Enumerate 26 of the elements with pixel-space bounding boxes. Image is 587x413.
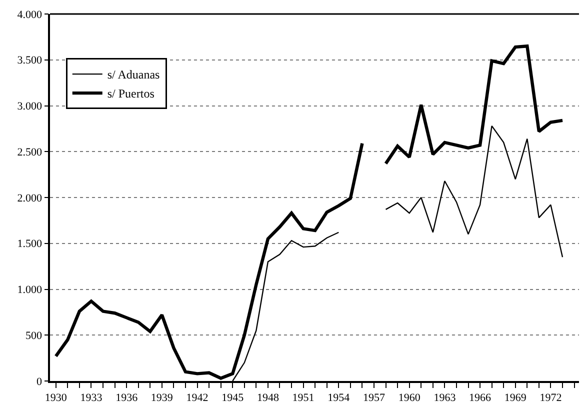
legend-label: s/ Puertos bbox=[107, 86, 155, 101]
y-tick-label: 4.000 bbox=[17, 8, 43, 21]
y-tick-label: 3.000 bbox=[17, 100, 43, 113]
x-tick-label: 1936 bbox=[116, 392, 138, 404]
x-tick-label: 1954 bbox=[328, 392, 350, 404]
x-tick-label: 1966 bbox=[469, 392, 492, 404]
x-tick-label: 1957 bbox=[363, 392, 386, 404]
x-tick-label: 1972 bbox=[540, 392, 562, 404]
x-tick-label: 1951 bbox=[292, 392, 314, 404]
y-tick-label: 2.000 bbox=[17, 192, 43, 204]
x-tick-label: 1969 bbox=[504, 392, 527, 404]
x-tick-label: 1930 bbox=[44, 392, 68, 404]
y-tick-label: 0 bbox=[36, 376, 43, 388]
y-tick-label: 1.500 bbox=[17, 238, 43, 250]
x-tick-label: 1945 bbox=[222, 392, 244, 404]
x-tick-label: 1948 bbox=[256, 392, 280, 404]
y-tick-label: 3.500 bbox=[17, 54, 43, 67]
x-tick-label: 1933 bbox=[80, 392, 103, 404]
x-tick-label: 1960 bbox=[398, 392, 421, 404]
y-tick-label: 500 bbox=[26, 330, 43, 342]
y-tick-label: 2.500 bbox=[17, 146, 43, 158]
legend-label: s/ Aduanas bbox=[107, 68, 160, 82]
y-tick-label: 1.000 bbox=[17, 284, 43, 296]
x-tick-label: 1939 bbox=[150, 392, 174, 404]
x-tick-label: 1942 bbox=[186, 392, 208, 404]
x-tick-label: 1963 bbox=[434, 392, 456, 404]
